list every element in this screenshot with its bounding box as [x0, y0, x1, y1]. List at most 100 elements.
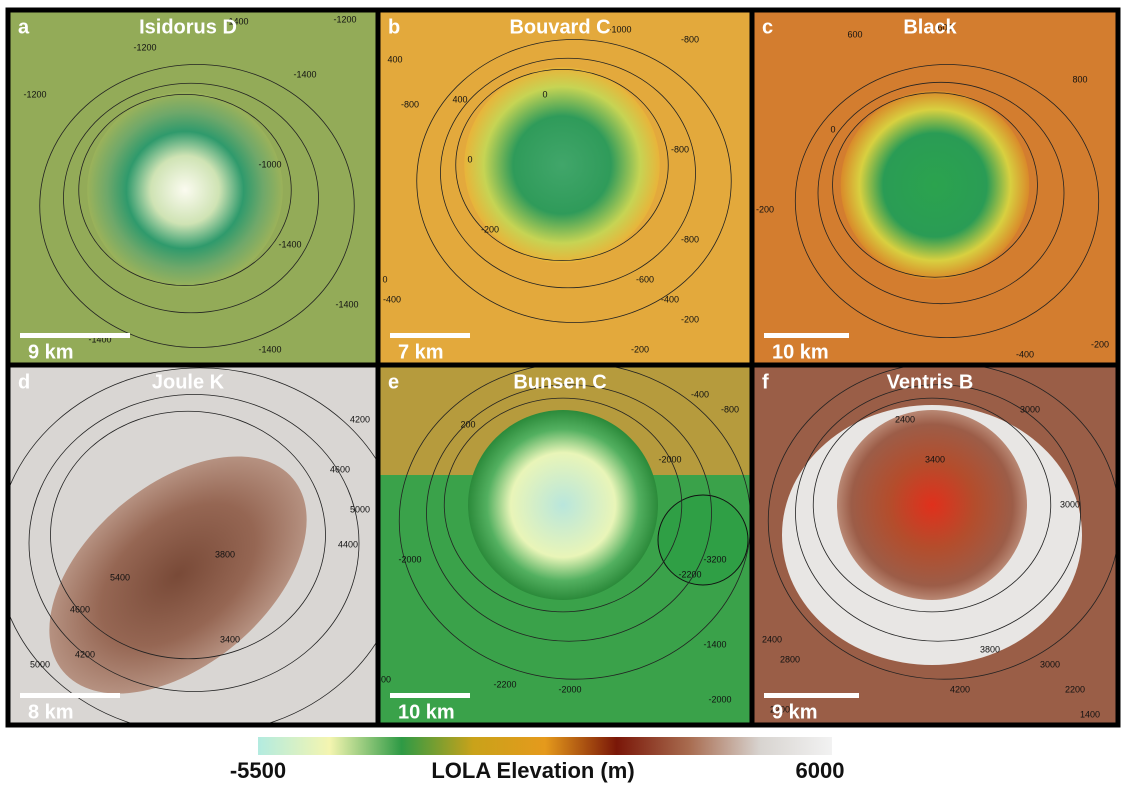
contour-label: 5000 — [350, 504, 370, 514]
crater — [841, 91, 1030, 280]
contour-label: 2200 — [1065, 684, 1085, 694]
contour-label: 3000 — [1060, 499, 1080, 509]
contour-label: -2200 — [493, 679, 516, 689]
panel-letter: c — [762, 16, 773, 38]
contour-label: 2800 — [780, 654, 800, 664]
contour-label: -200 — [1091, 339, 1109, 349]
contour-label: 600 — [847, 29, 862, 39]
contour-label: 4200 — [950, 684, 970, 694]
contour-label: -800 — [401, 99, 419, 109]
panel-map: -1200 -1400 -1200 -1200 -1400 -1000 -1400 -1400… — [8, 10, 378, 365]
contour-label: -200 — [481, 224, 499, 234]
panel-map: -400-800200-2000-2000-3200-2200-1400-220… — [373, 363, 752, 725]
panel: 4200460050004400540038004600340042005000… — [0, 365, 404, 740]
contour-label: 1400 — [1080, 709, 1100, 719]
contour-label: 3400 — [220, 634, 240, 644]
contour-label: -2200 — [678, 569, 701, 579]
scale-bar — [20, 693, 120, 698]
contour-label: -1400 — [293, 69, 316, 79]
contour-label: -1400 — [278, 239, 301, 249]
contour-label: 4600 — [330, 464, 350, 474]
contour-label: -1000 — [608, 24, 631, 34]
scale-bar — [390, 333, 470, 338]
contour-label: -800 — [681, 34, 699, 44]
contour-label: 4200 — [75, 649, 95, 659]
contour-label: 400 — [387, 54, 402, 64]
panel-name: Bouvard C — [509, 16, 610, 38]
panel: 6006008000-200-400-200cBlack10 km — [752, 10, 1118, 365]
contour-label: 0 — [830, 124, 835, 134]
contour-label: 400 — [452, 94, 467, 104]
panel: -1200 -1400 -1200 -1200 -1400 -1000 -1400 -1400… — [8, 10, 378, 365]
scale-bar — [20, 333, 130, 338]
contour-label: -600 — [636, 274, 654, 284]
contour-label: 3000 — [1020, 404, 1040, 414]
contour-label: 2400 — [762, 634, 782, 644]
contour-label: -1400 — [258, 344, 281, 354]
contour-label: 3800 — [215, 549, 235, 559]
panel-name: Black — [903, 16, 957, 38]
contour-label: -400 — [1016, 349, 1034, 359]
panel-letter: d — [18, 371, 30, 393]
contour-label: 5000 — [30, 659, 50, 669]
contour-label: 2400 — [895, 414, 915, 424]
contour-label: 4600 — [70, 604, 90, 614]
colorbar — [258, 737, 832, 755]
panel-letter: a — [18, 16, 30, 38]
panel-map: 400 -1000 -800 -800 400 0 -800 0 -200 -800 0 -400 -6… — [378, 10, 752, 365]
crater — [87, 92, 283, 288]
colorbar-min: -5500 — [230, 758, 286, 783]
contour-label: -1400 — [335, 299, 358, 309]
contour-label: -200 — [681, 314, 699, 324]
crater — [658, 495, 748, 585]
panel-letter: e — [388, 371, 399, 393]
crater — [468, 410, 658, 600]
scale-bar-label: 7 km — [398, 341, 444, 363]
scale-bar-label: 10 km — [772, 341, 829, 363]
contour-label: 0 — [467, 154, 472, 164]
contour-label: 3400 — [925, 454, 945, 464]
contour-label: -400 — [661, 294, 679, 304]
panel-name: Ventris B — [887, 371, 974, 393]
contour-label: -1000 — [258, 159, 281, 169]
contour-label: -200 — [631, 344, 649, 354]
contour-label: 3000 — [1040, 659, 1060, 669]
contour-label: -2000 — [398, 554, 421, 564]
contour-label: -400 — [383, 294, 401, 304]
scale-bar-label: 10 km — [398, 701, 455, 723]
scale-bar — [764, 693, 859, 698]
contour-label: -2000 — [558, 684, 581, 694]
contour-label: -400 — [691, 389, 709, 399]
panel: 400 -1000 -800 -800 400 0 -800 0 -200 -800 0 -400 -6… — [378, 10, 752, 365]
panel-letter: b — [388, 16, 400, 38]
panel-name: Bunsen C — [513, 371, 606, 393]
colorbar-max: 6000 — [796, 758, 845, 783]
contour-label: -1200 — [333, 14, 356, 24]
contour-label: -1200 — [133, 42, 156, 52]
contour-label: -1200 — [23, 89, 46, 99]
contour-label: -800 — [681, 234, 699, 244]
scale-bar-label: 8 km — [28, 701, 74, 723]
contour-label: -800 — [671, 144, 689, 154]
contour-label: -3200 — [703, 554, 726, 564]
page: {"panels": [ {"letter": "a", "name": "Is… — [0, 0, 1123, 785]
contour-label: 5400 — [110, 572, 130, 582]
contour-label: -800 — [721, 404, 739, 414]
contour-label: -2000 — [708, 694, 731, 704]
contour-label: -200 — [756, 204, 774, 214]
contour-label: -2000 — [658, 454, 681, 464]
scale-bar-label: 9 km — [28, 341, 74, 363]
contour-label: 0 — [542, 89, 547, 99]
figure: -5500 LOLA Elevation (m) 6000 -1200-1400… — [0, 0, 1123, 785]
contour-label: 200 — [460, 419, 475, 429]
contour-label: 4200 — [350, 414, 370, 424]
contour-label: 800 — [1072, 74, 1087, 84]
panel-map: 4200460050004400540038004600340042005000… — [0, 365, 404, 740]
scale-bar-label: 9 km — [772, 701, 818, 723]
panel-name: Isidorus D — [139, 16, 237, 38]
crater — [837, 410, 1027, 600]
contour-label: 0 — [382, 274, 387, 284]
panel-map: 6006008000-200-400-200cBlack10 km — [752, 10, 1118, 365]
panel: -400-800200-2000-2000-3200-2200-1400-220… — [373, 363, 752, 725]
contour-label: -1400 — [703, 639, 726, 649]
